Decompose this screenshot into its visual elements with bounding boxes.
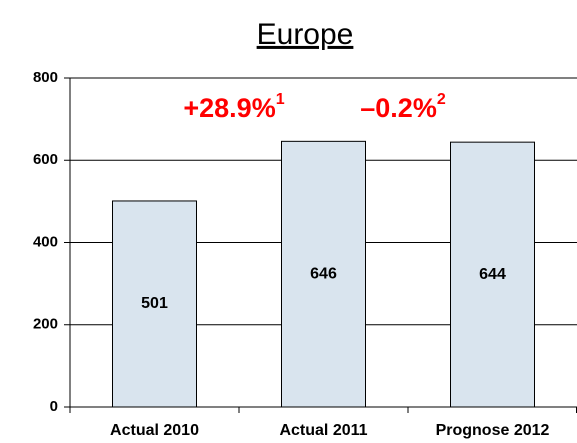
x-tick-label: Actual 2011: [279, 422, 367, 439]
annotation-note: 2: [437, 91, 446, 108]
bar: [112, 200, 197, 408]
annotation-text: +28.9%: [183, 93, 275, 123]
x-tick-label: Actual 2010: [110, 422, 199, 439]
y-tick-label: 800: [33, 69, 58, 86]
value-label: 644: [479, 266, 506, 283]
annotation: –0.2%2: [360, 91, 446, 123]
annotation: +28.9%1: [183, 91, 284, 123]
value-label: 646: [310, 265, 337, 282]
value-label: 501: [141, 295, 168, 312]
bar: [281, 140, 366, 408]
annotation-note: 1: [276, 91, 285, 108]
y-tick-label: 0: [50, 398, 58, 415]
chart-title: Europe: [257, 18, 354, 51]
y-tick-label: 200: [33, 316, 58, 333]
y-tick-label: 400: [33, 233, 58, 250]
annotation-text: –0.2%: [360, 93, 437, 123]
x-tick-label: Prognose 2012: [436, 422, 550, 439]
y-tick-label: 600: [33, 151, 58, 168]
bar: [450, 141, 535, 408]
